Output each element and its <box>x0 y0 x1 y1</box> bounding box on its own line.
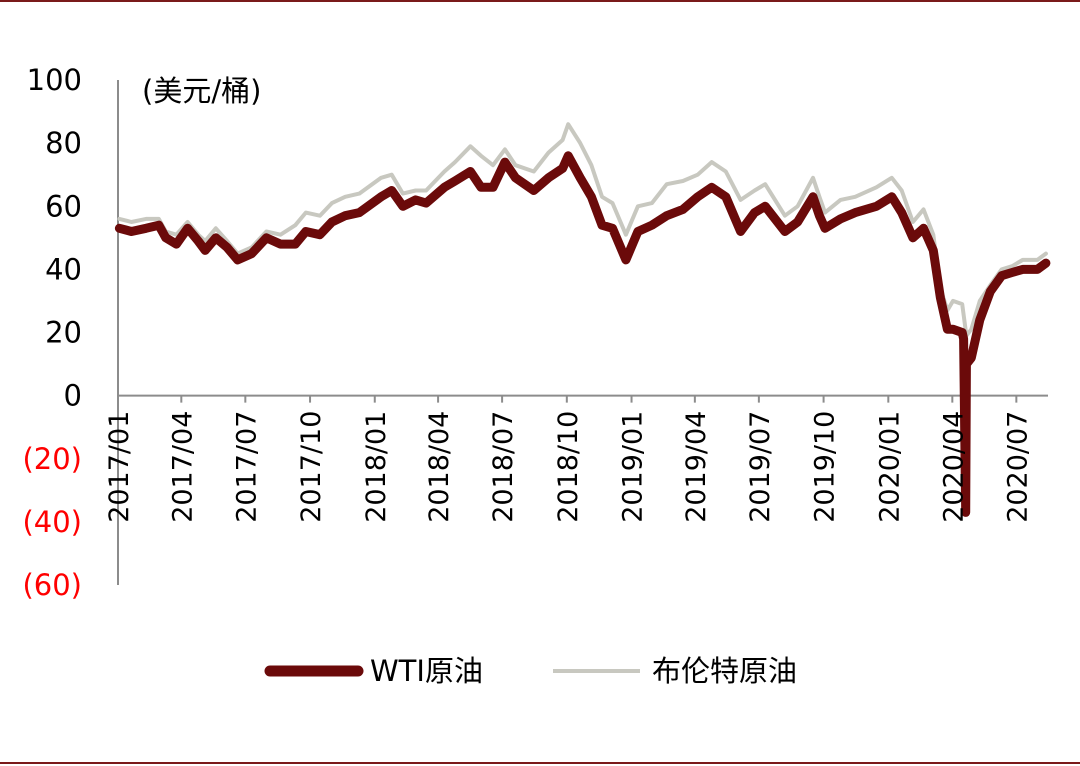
x-tick-label: 2017/10 <box>296 411 327 523</box>
x-tick-label: 2019/07 <box>745 411 776 523</box>
y-tick-label: 20 <box>45 316 82 350</box>
x-tick-label: 2017/07 <box>231 411 262 523</box>
x-tick-label: 2018/04 <box>424 411 455 523</box>
legend: WTI原油 布伦特原油 <box>264 654 797 688</box>
y-tick-label: (40) <box>22 505 82 539</box>
y-tick-label: 100 <box>27 63 82 97</box>
x-tick-label: 2020/07 <box>1002 411 1033 523</box>
x-tick-label: 2019/01 <box>618 411 649 523</box>
y-tick-label: 0 <box>64 379 82 413</box>
axes-layer <box>117 80 1048 585</box>
x-tick-label: 2017/01 <box>104 411 135 523</box>
y-unit-label: (美元/桶) <box>142 74 261 108</box>
frame-bottom-rule <box>0 762 1080 764</box>
x-tick-label: 2020/01 <box>874 411 905 523</box>
x-tick-label: 2017/04 <box>167 411 198 523</box>
x-tick-label: 2019/10 <box>810 411 841 523</box>
legend-label-brent: 布伦特原油 <box>652 654 797 688</box>
y-tick-label: 60 <box>45 189 82 223</box>
legend-label-wti: WTI原油 <box>370 654 483 688</box>
series-line-1 <box>114 151 1051 517</box>
y-tick-labels: 100 80 60 40 20 0 (20) (40) (60) <box>22 63 82 602</box>
y-tick-label: (60) <box>22 568 82 602</box>
x-tick-labels: 2017/01 2017/04 2017/07 2017/10 2018/01 2018/… <box>104 411 1033 523</box>
legend-item-wti: WTI原油 <box>264 654 483 688</box>
y-tick-label: (20) <box>22 442 82 476</box>
x-tick-label: 2020/04 <box>938 411 969 523</box>
legend-item-brent: 布伦特原油 <box>553 654 797 688</box>
x-tick-label: 2018/07 <box>488 411 519 523</box>
y-tick-label: 40 <box>45 252 82 286</box>
x-tick-label: 2018/01 <box>361 411 392 523</box>
x-tick-label: 2019/04 <box>681 411 712 523</box>
x-tick-label: 2018/10 <box>553 411 584 523</box>
series-layer <box>114 122 1051 517</box>
frame-top-rule <box>0 0 1080 2</box>
y-tick-label: 80 <box>45 126 82 160</box>
